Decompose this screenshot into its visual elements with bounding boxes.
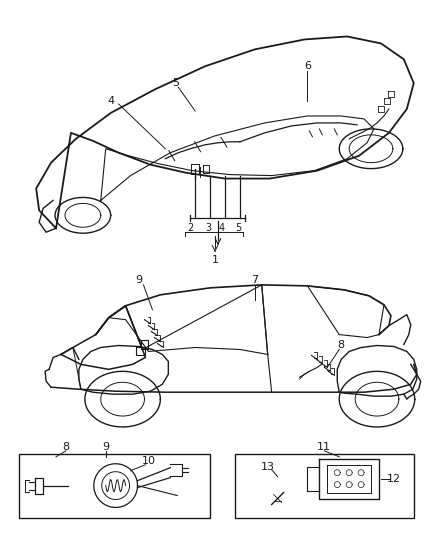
Text: 8: 8 <box>62 442 70 452</box>
Bar <box>235 454 414 519</box>
Text: 9: 9 <box>135 275 142 285</box>
Text: 10: 10 <box>141 456 155 466</box>
Text: 4: 4 <box>219 223 225 233</box>
Text: 6: 6 <box>304 61 311 71</box>
Bar <box>19 454 210 519</box>
Text: 5: 5 <box>235 223 241 233</box>
Text: 2: 2 <box>187 223 193 233</box>
Text: 7: 7 <box>251 275 258 285</box>
Text: 12: 12 <box>387 474 401 483</box>
Text: 1: 1 <box>212 255 219 265</box>
Text: 4: 4 <box>107 96 114 106</box>
Text: 9: 9 <box>102 442 110 452</box>
Text: 8: 8 <box>338 340 345 350</box>
Text: 11: 11 <box>317 442 331 452</box>
Text: 3: 3 <box>205 223 211 233</box>
Text: 13: 13 <box>261 462 275 472</box>
Text: 5: 5 <box>172 78 179 88</box>
